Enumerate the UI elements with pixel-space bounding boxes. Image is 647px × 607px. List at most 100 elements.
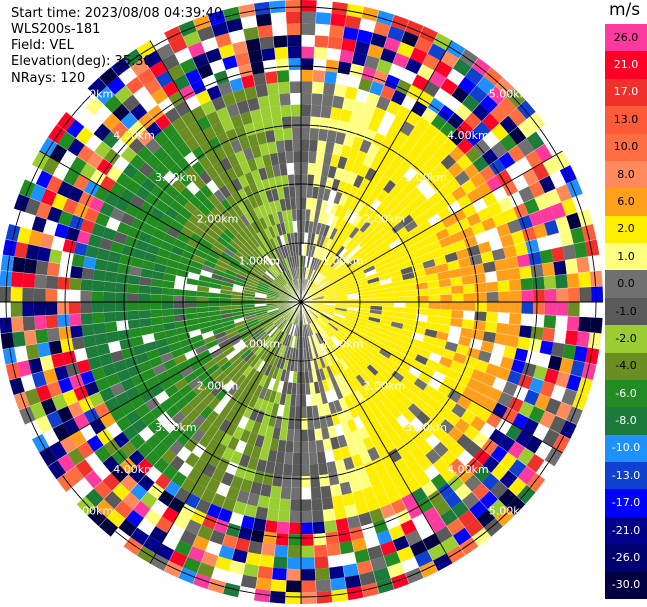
range-gate xyxy=(404,57,423,75)
range-gate xyxy=(230,257,243,268)
range-gate xyxy=(110,57,131,77)
range-gate xyxy=(556,288,569,302)
range-gate xyxy=(512,412,529,430)
range-gate xyxy=(194,189,208,204)
range-gate xyxy=(10,286,23,302)
range-gate xyxy=(103,291,116,302)
colorbar-swatch xyxy=(605,51,647,80)
range-gate xyxy=(470,368,486,383)
range-gate xyxy=(344,574,362,589)
range-gate xyxy=(173,308,186,316)
range-gate xyxy=(432,130,449,147)
range-gate xyxy=(178,567,197,584)
range-gate xyxy=(56,472,76,493)
range-gate xyxy=(279,291,291,298)
range-gate xyxy=(201,264,215,274)
ray-separator xyxy=(300,32,439,303)
range-gate xyxy=(343,208,354,222)
range-gate xyxy=(145,192,160,208)
range-gate xyxy=(564,258,579,275)
range-gate xyxy=(338,193,349,207)
range-gate xyxy=(333,285,346,292)
range-gate xyxy=(301,418,308,430)
range-gate xyxy=(380,85,396,101)
range-gate xyxy=(106,260,120,273)
range-gate xyxy=(246,353,258,366)
range-gate xyxy=(567,287,580,302)
range-gate xyxy=(382,228,395,241)
range-gate xyxy=(539,248,554,264)
range-gate xyxy=(231,371,243,384)
range-gate xyxy=(254,294,267,299)
ray-separator xyxy=(300,301,597,366)
ray-separator xyxy=(300,3,349,303)
range-gate xyxy=(344,504,359,518)
range-gate xyxy=(264,364,273,377)
range-gate xyxy=(532,423,550,442)
range-gate xyxy=(119,253,133,266)
range-gate xyxy=(290,280,297,292)
range-gate xyxy=(125,509,144,528)
range-gate xyxy=(301,499,312,512)
range-gate xyxy=(402,271,415,281)
range-gate xyxy=(578,316,591,333)
range-gate xyxy=(359,139,372,154)
range-gate xyxy=(152,363,167,376)
range-gate xyxy=(142,50,162,69)
range-gate xyxy=(332,316,344,324)
range-gate xyxy=(206,151,220,166)
range-gate xyxy=(266,352,275,365)
range-gate xyxy=(488,237,503,251)
range-gate xyxy=(462,283,475,294)
range-gate xyxy=(364,422,377,437)
range-gate xyxy=(275,261,284,273)
colorbar-tick-label: -13.0 xyxy=(611,468,641,482)
range-gate xyxy=(570,226,585,244)
range-gate xyxy=(349,331,362,340)
range-gate xyxy=(284,139,294,152)
range-gate xyxy=(201,36,219,53)
range-gate xyxy=(339,250,351,261)
range-gate xyxy=(122,491,141,510)
range-gate xyxy=(306,256,311,268)
range-gate xyxy=(12,331,26,348)
range-gate xyxy=(332,362,342,375)
range-gate xyxy=(391,349,405,361)
range-gate xyxy=(318,278,329,288)
range-gate xyxy=(589,317,603,334)
range-gate xyxy=(231,236,244,248)
range-gate xyxy=(405,567,424,584)
range-gate xyxy=(402,408,416,423)
range-gate xyxy=(154,162,170,178)
range-gate xyxy=(333,399,343,413)
range-gate xyxy=(130,335,144,348)
range-gate xyxy=(396,254,410,265)
range-gate xyxy=(307,268,312,280)
range-gate xyxy=(363,265,376,274)
range-gate xyxy=(127,310,140,321)
range-gate xyxy=(310,475,321,488)
range-gate xyxy=(246,318,259,326)
range-gate xyxy=(283,271,291,282)
range-gate xyxy=(311,291,323,298)
range-gate xyxy=(309,309,319,319)
range-gate xyxy=(461,491,480,510)
range-gate xyxy=(271,224,280,237)
range-gate xyxy=(22,272,36,288)
range-gate xyxy=(94,141,112,159)
range-gate xyxy=(289,256,294,269)
range-gate xyxy=(497,312,510,324)
range-gate xyxy=(281,288,292,296)
range-gate xyxy=(279,498,291,511)
range-gate xyxy=(458,335,472,348)
range-gate xyxy=(69,277,82,291)
range-gate xyxy=(439,169,455,185)
range-gate xyxy=(150,383,165,397)
range-gate xyxy=(274,415,283,429)
range-gate xyxy=(414,36,433,54)
range-gate xyxy=(261,436,272,450)
range-gate xyxy=(192,414,206,429)
range-gate xyxy=(138,162,155,178)
range-gate xyxy=(46,175,63,194)
range-gate xyxy=(237,526,253,541)
